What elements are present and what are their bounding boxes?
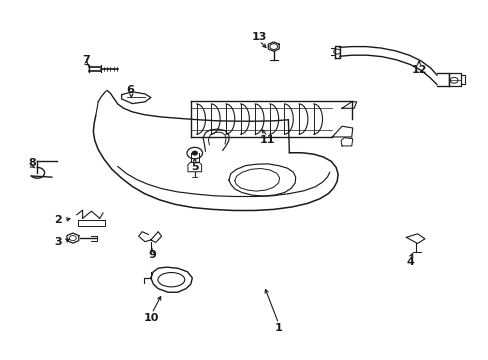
Text: 4: 4 <box>406 257 413 267</box>
Text: 11: 11 <box>260 135 275 145</box>
Text: 6: 6 <box>126 85 134 95</box>
Text: 5: 5 <box>190 162 198 172</box>
Text: 13: 13 <box>251 32 266 42</box>
Text: 7: 7 <box>82 55 90 65</box>
Text: 10: 10 <box>144 313 159 323</box>
Circle shape <box>192 151 197 155</box>
Text: 1: 1 <box>274 323 282 333</box>
Text: 2: 2 <box>54 215 62 225</box>
Text: 9: 9 <box>147 250 156 260</box>
Text: 8: 8 <box>28 158 36 168</box>
Text: 3: 3 <box>54 237 62 247</box>
Text: 12: 12 <box>410 64 426 75</box>
